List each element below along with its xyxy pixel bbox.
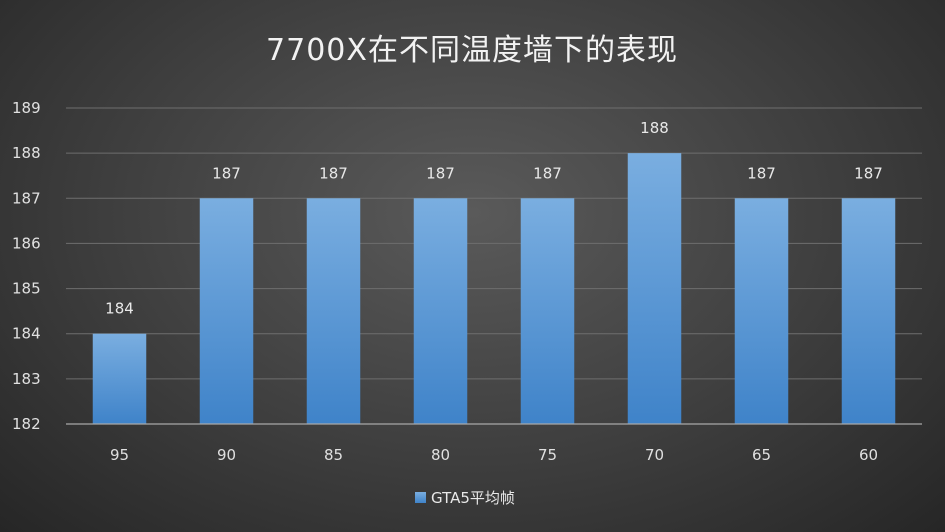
y-tick-label: 187 [12, 189, 41, 207]
legend: GTA5平均帧 [415, 489, 515, 507]
bar [413, 198, 468, 424]
y-tick-label: 182 [12, 415, 41, 433]
y-tick-label: 184 [12, 325, 41, 343]
data-label: 187 [426, 164, 455, 182]
data-label: 187 [212, 164, 241, 182]
data-labels: 184 187 187 187 187 188 187 187 [105, 119, 883, 318]
chart-title: 7700X在不同温度墙下的表现 [266, 33, 678, 68]
y-tick-label: 185 [12, 280, 41, 298]
y-tick-label: 189 [12, 99, 41, 117]
data-label: 187 [319, 164, 348, 182]
bar [520, 198, 575, 424]
axes: 182 183 184 185 186 187 188 189 95 90 85 80 75 70 65 60 [12, 99, 922, 464]
x-tick-label: 90 [217, 446, 236, 464]
y-tick-label: 183 [12, 370, 41, 388]
y-tick-label: 188 [12, 144, 41, 162]
bar [627, 153, 682, 424]
x-tick-label: 80 [431, 446, 450, 464]
x-tick-label: 95 [110, 446, 129, 464]
data-label: 188 [640, 119, 669, 137]
x-tick-label: 60 [859, 446, 878, 464]
x-tick-label: 65 [752, 446, 771, 464]
y-tick-label: 186 [12, 234, 41, 252]
grid-lines [66, 107, 922, 380]
x-tick-label: 75 [538, 446, 557, 464]
bar [199, 198, 254, 424]
legend-swatch [415, 492, 426, 503]
x-tick-label: 70 [645, 446, 664, 464]
data-label: 184 [105, 300, 134, 318]
data-label: 187 [747, 164, 776, 182]
data-label: 187 [533, 164, 562, 182]
bar [306, 198, 361, 424]
data-label: 187 [854, 164, 883, 182]
bar [734, 198, 789, 424]
bars [92, 153, 896, 424]
bar [841, 198, 896, 424]
x-tick-label: 85 [324, 446, 343, 464]
legend-label: GTA5平均帧 [431, 489, 515, 507]
bar [92, 333, 147, 424]
